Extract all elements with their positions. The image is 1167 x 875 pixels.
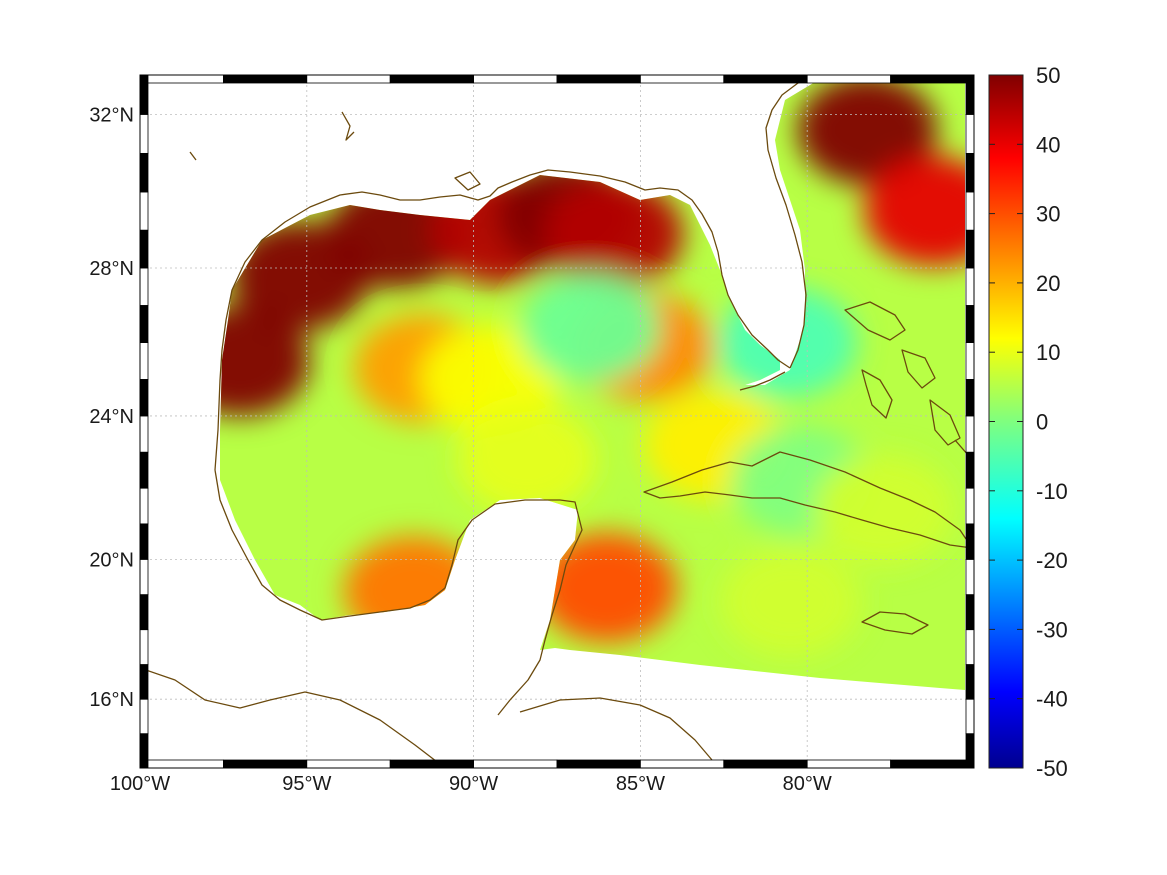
colorbar-tick-label: -50 [1036,756,1068,781]
x-tick-label: 85°W [616,773,665,795]
field-anomaly-17 [813,454,954,565]
colorbar-tick-label: 0 [1036,410,1048,435]
y-tick-label: 32°N [89,104,134,126]
colorbar-tick-label: -40 [1036,687,1068,712]
colorbar-tick-label: 40 [1036,132,1060,157]
map-frame [139,74,975,769]
y-tick-label: 20°N [89,549,134,571]
colorbar-tick-label: 10 [1036,340,1060,365]
y-tick-labels: 32°N 28°N 24°N 20°N 16°N [89,104,134,711]
coastline [140,76,973,768]
gridlines [140,75,974,768]
y-tick-label: 28°N [89,258,134,280]
field-anomaly-5 [543,178,684,289]
colorbar-tick-label: 20 [1036,271,1060,296]
y-tick-label: 16°N [89,689,134,711]
x-tick-labels: 100°W 95°W 90°W 85°W 80°W [110,773,832,795]
colorbar-tick-label: -10 [1036,479,1068,504]
x-tick-label: 80°W [783,773,832,795]
field-anomaly-7 [863,156,965,267]
field-anomaly-19 [537,532,678,643]
x-tick-label: 90°W [449,773,498,795]
colorbar-tick-label: 30 [1036,202,1060,227]
field-anomaly-18 [720,546,861,657]
x-tick-label: 100°W [110,773,170,795]
colorbar-tick-label: 50 [1036,63,1060,88]
field-anomaly-6 [797,82,938,186]
x-tick-label: 95°W [282,773,331,795]
colorbar-tick-label: -20 [1036,548,1068,573]
colorbar-tick-label: -30 [1036,617,1068,642]
field-anomaly-15 [456,404,597,515]
field-anomaly-0 [220,306,311,417]
y-tick-label: 24°N [89,406,134,428]
field-anomaly-14 [520,272,661,383]
colorbar-tick-labels: 50 40 30 20 10 0 -10 -20 -30 -40 -50 [989,63,1068,781]
